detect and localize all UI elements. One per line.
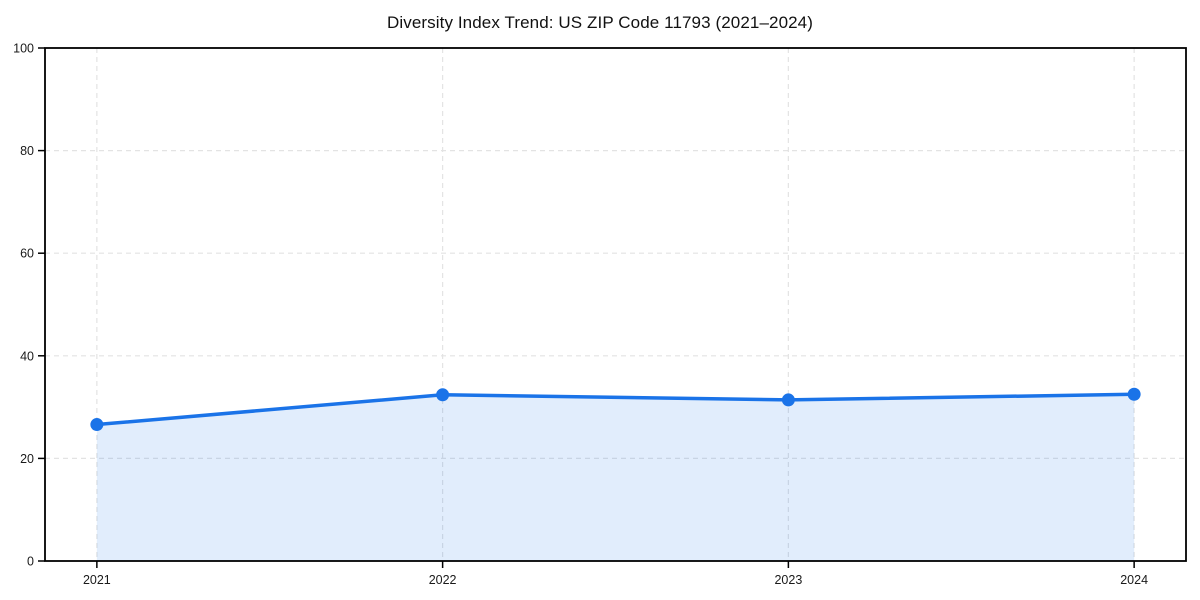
y-tick-label: 100 [13,42,34,56]
y-tick-label: 0 [27,555,34,569]
trend-line [95,392,1136,427]
x-tick-label: 2023 [774,573,802,587]
x-tick-label: 2024 [1120,573,1148,587]
y-tick-label: 80 [20,144,34,158]
data-point-2021 [90,418,104,432]
area-fill [96,394,1135,561]
plot-border [44,47,1187,562]
data-point-2023 [781,393,795,407]
data-point-2022 [436,388,450,402]
x-tick-label: 2022 [429,573,457,587]
y-tick-label: 60 [20,247,34,261]
data-point-2024 [1127,387,1141,401]
y-tick-label: 20 [20,452,34,466]
y-tick-label: 40 [20,349,34,363]
x-tick-label: 2021 [83,573,111,587]
chart-title: Diversity Index Trend: US ZIP Code 11793… [386,13,814,32]
